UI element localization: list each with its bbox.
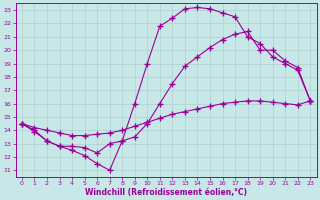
X-axis label: Windchill (Refroidissement éolien,°C): Windchill (Refroidissement éolien,°C) [85,188,247,197]
